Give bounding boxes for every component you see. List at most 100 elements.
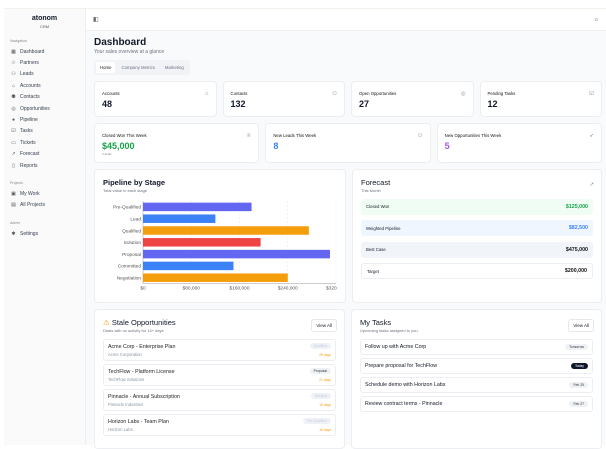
stale-opportunity-item[interactable]: TechFlow - Platform License TechFlow Solu…: [103, 364, 336, 386]
forecast-value: $200,000: [564, 268, 587, 274]
bar-lead: [143, 214, 216, 223]
forecast-title: Forecast: [361, 178, 391, 187]
sidebar-toggle-icon[interactable]: ◧: [93, 17, 99, 23]
forecast-label: Weighted Pipeline: [366, 225, 401, 231]
stage-badge: Proposal: [309, 368, 331, 374]
tab-home[interactable]: Home: [96, 62, 116, 73]
sidebar-item-reports[interactable]: ▯ Reports: [4, 160, 85, 171]
opportunity-name: Horizon Labs - Team Plan: [108, 419, 169, 425]
sidebar-item-pipeline[interactable]: ● Pipeline: [4, 114, 85, 125]
tasks-title: My Tasks: [360, 318, 392, 327]
sidebar-item-label: Opportunities: [20, 105, 50, 112]
forecast-row: Closed Won $125,000: [361, 198, 593, 215]
stat-label: Accounts: [102, 91, 120, 96]
opportunity-name: Acme Corp - Enterprise Plan: [108, 344, 176, 350]
stat-value: 5: [444, 141, 450, 151]
opportunity-company: TechFlow Solutions: [108, 377, 145, 382]
y-tick-label: Qualified: [122, 228, 141, 234]
logo[interactable]: atonom CRM: [31, 15, 58, 29]
task-item[interactable]: Schedule demo with Horizon Labs Feb 25: [360, 377, 593, 393]
y-tick-label: Committed: [118, 264, 142, 270]
opportunity-company: Acme Corporation: [108, 352, 142, 357]
x-tick-label: $0: [140, 286, 146, 292]
bar-pre-qualified: [143, 202, 252, 212]
task-item[interactable]: Prepare proposal for TechFlow Today: [360, 358, 593, 374]
stale-view-all-button[interactable]: View All: [311, 319, 337, 332]
stat-card: Accounts 48 ⌂: [94, 81, 217, 117]
stat-value: 48: [102, 99, 113, 109]
x-tick-label: $80,000: [183, 286, 201, 292]
stat-card: Contacts 132 ⚇: [222, 81, 345, 117]
sidebar-item-tasks[interactable]: ☑ Tasks: [4, 126, 85, 137]
stat-card: Open Opportunities 27 ◎: [351, 81, 474, 117]
sidebar-item-leads[interactable]: ⚇ Leads: [4, 69, 85, 80]
task-item[interactable]: Review contract terms - Pinnacle Feb 27: [360, 396, 593, 412]
pipeline-chart: $0 $80,000 $160,000 $240,000 $320,000 Pre-Qua…: [113, 201, 346, 292]
stale-title: Stale Opportunities: [111, 318, 176, 327]
sidebar-item-label: Settings: [20, 230, 39, 237]
tasks-subtitle: Upcoming tasks assigned to you: [360, 328, 418, 333]
sidebar-item-all-projects[interactable]: ▤ All Projects: [4, 200, 85, 211]
sidebar: atonom CRM Navigation ▦ Dashboard ♲ Partners ⚇…: [4, 9, 86, 445]
opportunity-company: Horizon Labs: [108, 427, 133, 432]
tasks-view-all-button[interactable]: View All: [568, 319, 594, 332]
trending-up-icon: ↗: [589, 182, 594, 188]
pipeline-subtitle: Total value in each stage: [103, 188, 148, 193]
sidebar-item-partners[interactable]: ♲ Partners: [4, 57, 85, 68]
sidebar-item-label: Dashboard: [20, 48, 45, 55]
stale-opportunity-item[interactable]: Pinnacle - Annual Subscription Pinnacle I…: [103, 389, 336, 411]
forecast-row: Weighted Pipeline $82,500: [361, 220, 593, 236]
rocket-icon: ➶: [589, 133, 594, 139]
opportunity-name: Pinnacle - Annual Subscription: [108, 394, 180, 400]
forecast-subtitle: This Month: [361, 188, 381, 193]
stat-label: Open Opportunities: [359, 91, 397, 96]
task-title: Prepare proposal for TechFlow: [365, 363, 438, 369]
sidebar-item-my-work[interactable]: ▣ My Work: [4, 188, 85, 199]
stale-days: 21 days: [319, 378, 331, 382]
handshake-icon: ♲: [11, 60, 16, 67]
users-icon: ⚇: [332, 91, 337, 97]
sidebar-item-settings[interactable]: ✱ Settings: [4, 228, 85, 239]
sidebar-item-contacts[interactable]: ⚉ Contacts: [4, 92, 85, 103]
sidebar-item-label: Leads: [20, 71, 34, 78]
task-item[interactable]: Follow up with Acme Corp Tomorrow: [360, 339, 593, 355]
theme-toggle-icon[interactable]: ☼: [593, 16, 600, 23]
stat-value: 12: [487, 99, 498, 109]
stale-opportunity-item[interactable]: Horizon Labs - Team Plan Horizon Labs Pre-…: [103, 414, 336, 436]
top-bar: ◧ ☼: [86, 9, 606, 31]
tab-company-metrics[interactable]: Company Metrics: [121, 65, 155, 70]
x-tick-label: $160,000: [229, 286, 249, 292]
x-tick-label: $320,000: [326, 286, 337, 292]
trophy-icon: ♕: [246, 133, 252, 139]
sidebar-item-label: My Work: [20, 190, 40, 197]
due-badge: Tomorrow: [565, 344, 588, 350]
opportunity-name: TechFlow - Platform License: [108, 369, 175, 375]
checklist-icon: ☑: [11, 128, 16, 135]
y-tick-label: Pre-Qualified: [113, 205, 141, 211]
sidebar-item-label: Contacts: [20, 94, 40, 101]
opportunity-company: Pinnacle Industries: [108, 402, 144, 407]
building-icon: ⌂: [11, 82, 16, 89]
bar-qualified: [143, 226, 309, 235]
sidebar-item-opportunities[interactable]: ◎ Opportunities: [4, 103, 85, 114]
tab-bar: Home Company Metrics Marketing: [94, 60, 190, 75]
target-icon: ◎: [11, 105, 16, 112]
briefcase-icon: ▣: [11, 190, 16, 197]
stale-opportunity-item[interactable]: Acme Corp - Enterprise Plan Acme Corporat…: [103, 339, 336, 361]
page-title: Dashboard: [94, 37, 147, 48]
sidebar-item-accounts[interactable]: ⌂ Accounts: [4, 80, 85, 91]
task-title: Review contract terms - Pinnacle: [365, 401, 443, 407]
target-icon: ◎: [460, 91, 466, 97]
sidebar-item-label: Partners: [20, 60, 39, 67]
tab-marketing[interactable]: Marketing: [164, 65, 184, 70]
folder-icon: ▤: [11, 202, 16, 209]
sidebar-item-tickets[interactable]: ▭ Tickets: [4, 137, 85, 148]
stat-label: New Opportunities This Week: [444, 133, 502, 138]
sidebar-item-dashboard[interactable]: ▦ Dashboard: [4, 46, 85, 57]
trend-icon: ↗: [11, 151, 16, 158]
sidebar-item-forecast[interactable]: ↗ Forecast: [4, 149, 85, 160]
stat-value: 8: [273, 141, 279, 151]
forecast-value: $475,000: [565, 246, 588, 253]
sidebar-item-label: Tasks: [20, 128, 33, 135]
stage-badge: Qualified: [309, 343, 331, 349]
